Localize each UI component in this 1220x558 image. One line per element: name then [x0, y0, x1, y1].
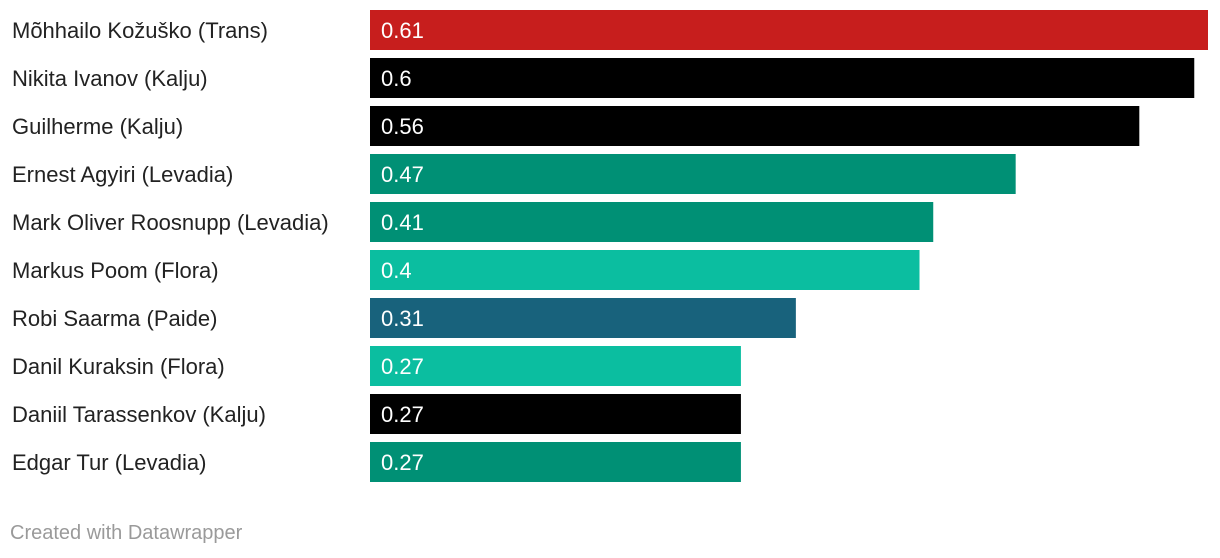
category-label: Robi Saarma (Paide)	[12, 306, 217, 331]
bar	[370, 250, 920, 290]
value-label: 0.27	[381, 354, 424, 379]
bar	[370, 298, 796, 338]
category-label: Guilherme (Kalju)	[12, 114, 183, 139]
value-label: 0.27	[381, 402, 424, 427]
bar-row: Guilherme (Kalju) 0.56	[12, 106, 1140, 146]
bar-row: Daniil Tarassenkov (Kalju) 0.27	[12, 394, 741, 434]
bar	[370, 106, 1140, 146]
bar-row: Edgar Tur (Levadia) 0.27	[12, 442, 741, 482]
bar-row: Ernest Agyiri (Levadia) 0.47	[12, 154, 1016, 194]
value-label: 0.41	[381, 210, 424, 235]
value-label: 0.56	[381, 114, 424, 139]
bar	[370, 346, 741, 386]
category-label: Mark Oliver Roosnupp (Levadia)	[12, 210, 329, 235]
value-label: 0.27	[381, 450, 424, 475]
value-label: 0.47	[381, 162, 424, 187]
bar-row: Markus Poom (Flora) 0.4	[12, 250, 920, 290]
datawrapper-credit[interactable]: Created with Datawrapper	[10, 522, 243, 544]
bar-chart: Mõhhailo Kožuško (Trans) 0.61 Nikita Ivano…	[12, 10, 1208, 482]
category-label: Daniil Tarassenkov (Kalju)	[12, 402, 266, 427]
value-label: 0.31	[381, 306, 424, 331]
bar-row: Mark Oliver Roosnupp (Levadia) 0.41	[12, 202, 934, 242]
value-label: 0.6	[381, 66, 412, 91]
bar	[370, 442, 741, 482]
category-label: Ernest Agyiri (Levadia)	[12, 162, 233, 187]
bar	[370, 394, 741, 434]
bar	[370, 10, 1208, 50]
bar-row: Danil Kuraksin (Flora) 0.27	[12, 346, 741, 386]
bar	[370, 154, 1016, 194]
category-label: Mõhhailo Kožuško (Trans)	[12, 18, 268, 43]
bar	[370, 202, 934, 242]
category-label: Markus Poom (Flora)	[12, 258, 219, 283]
bar-row: Robi Saarma (Paide) 0.31	[12, 298, 796, 338]
category-label: Danil Kuraksin (Flora)	[12, 354, 225, 379]
bar-row: Nikita Ivanov (Kalju) 0.6	[12, 58, 1195, 98]
category-label: Nikita Ivanov (Kalju)	[12, 66, 208, 91]
bar	[370, 58, 1195, 98]
bar-row: Mõhhailo Kožuško (Trans) 0.61	[12, 10, 1208, 50]
category-label: Edgar Tur (Levadia)	[12, 450, 206, 475]
value-label: 0.4	[381, 258, 412, 283]
value-label: 0.61	[381, 18, 424, 43]
